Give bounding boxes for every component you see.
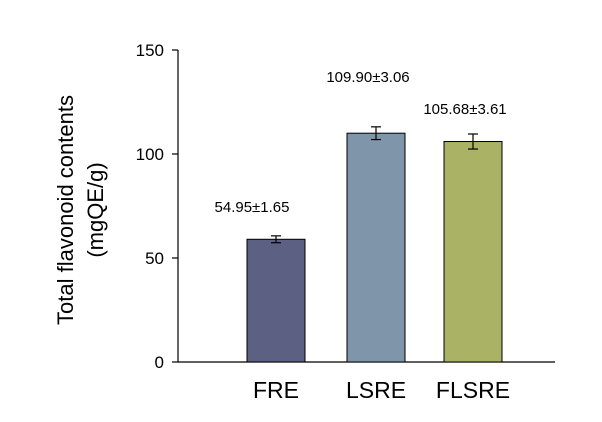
bar-fre xyxy=(246,238,306,363)
y-tick-label: 100 xyxy=(136,145,164,164)
bar-lsre xyxy=(346,132,406,363)
x-category-label: LSRE xyxy=(346,377,406,403)
y-tick-label: 150 xyxy=(136,41,164,60)
plot-area: 0 50 100 150 54.95±1.65 FRE 109.90±3.06 LSRE 105… xyxy=(136,41,555,403)
y-axis-label: Total flavonoid contents (mgQE/g) xyxy=(53,95,108,325)
y-axis-label-line-1: Total flavonoid contents xyxy=(53,95,78,325)
x-category-label: FLSRE xyxy=(436,377,510,403)
data-label: 105.68±3.61 xyxy=(423,101,506,118)
data-label: 54.95±1.65 xyxy=(215,199,290,216)
y-tick-label: 50 xyxy=(145,249,164,268)
y-axis-label-line-2: (mgQE/g) xyxy=(83,162,108,257)
y-tick-label: 0 xyxy=(155,353,164,372)
data-label: 109.90±3.06 xyxy=(326,69,409,86)
bar-flsre xyxy=(443,141,503,363)
x-category-label: FRE xyxy=(253,377,299,403)
